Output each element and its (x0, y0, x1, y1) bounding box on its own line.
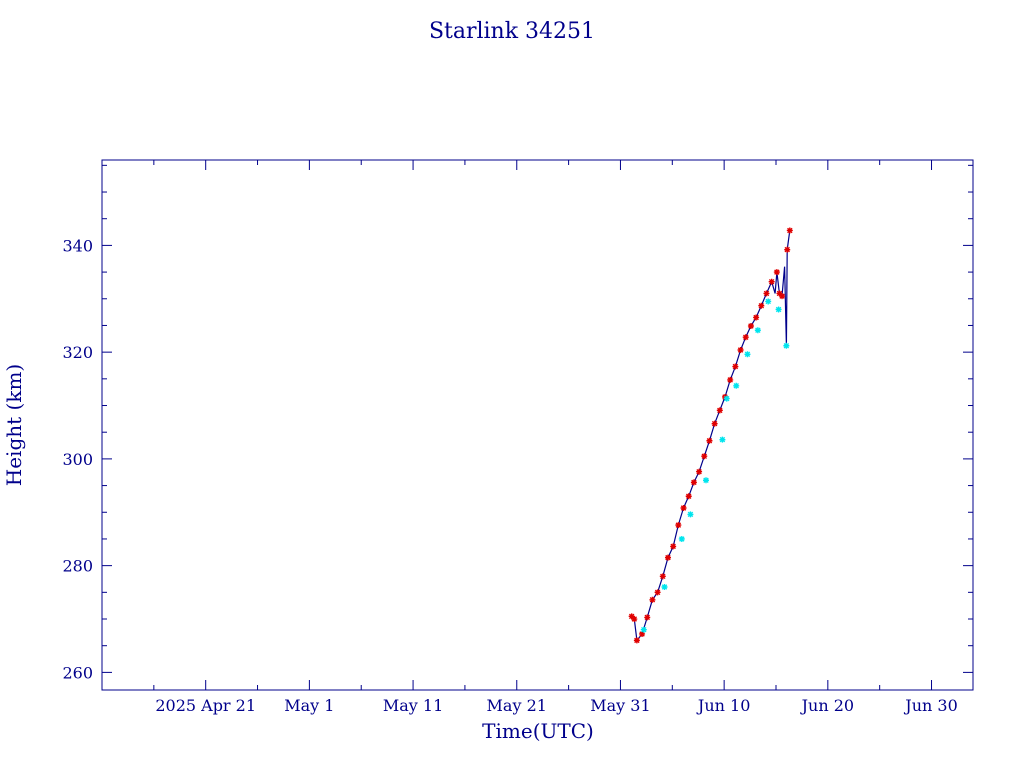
data-point (664, 554, 671, 561)
y-tick-label: 260 (62, 663, 93, 682)
data-point (639, 630, 646, 637)
x-tick-label: Jun 30 (903, 696, 957, 715)
data-point (732, 363, 739, 370)
data-point (723, 395, 730, 402)
data-point (680, 504, 687, 511)
markers-group (628, 227, 793, 644)
data-point (773, 269, 780, 276)
axis-ticks (101, 160, 973, 690)
data-point (675, 522, 682, 529)
data-point (649, 596, 656, 603)
data-point (783, 342, 790, 349)
x-tick-label: May 11 (383, 696, 443, 715)
data-point (644, 614, 651, 621)
y-tick-label: 320 (62, 343, 93, 362)
data-point (685, 493, 692, 500)
plot-frame (101, 159, 974, 691)
x-tick-label: May 1 (284, 696, 334, 715)
data-point (678, 535, 685, 542)
x-tick-label: May 21 (487, 696, 547, 715)
data-point (737, 347, 744, 354)
data-point (742, 334, 749, 341)
data-point (768, 278, 775, 285)
data-point (719, 436, 726, 443)
data-point (776, 290, 783, 297)
x-axis-label: Time(UTC) (482, 719, 594, 743)
data-point (786, 227, 793, 234)
x-tick-label: May 31 (590, 696, 650, 715)
y-tick-label: 300 (62, 450, 93, 469)
data-point (758, 302, 765, 309)
data-point (711, 420, 718, 427)
data-point (628, 613, 635, 620)
data-point (744, 351, 751, 358)
data-point (753, 314, 760, 321)
data-point (702, 477, 709, 484)
data-point (687, 511, 694, 518)
x-tick-label: 2025 Apr 21 (155, 696, 256, 715)
data-point (696, 468, 703, 475)
y-axis-label: Height (km) (2, 364, 26, 486)
data-point (754, 327, 761, 334)
y-tick-labels: 260 280 300 320 340 (62, 236, 93, 682)
data-point (727, 376, 734, 383)
data-point (775, 306, 782, 313)
y-tick-label: 280 (62, 557, 93, 576)
data-point (733, 382, 740, 389)
data-point (765, 298, 772, 305)
data-point (631, 616, 638, 623)
chart-title: Starlink 34251 (429, 19, 595, 44)
data-point (654, 589, 661, 596)
data-point (690, 479, 697, 486)
data-point (706, 437, 713, 444)
data-point (747, 322, 754, 329)
data-point (633, 637, 640, 644)
y-tick-label: 340 (62, 236, 93, 255)
x-tick-label: Jun 10 (696, 696, 750, 715)
data-point (640, 626, 647, 633)
x-tick-label: Jun 20 (800, 696, 854, 715)
data-point (661, 583, 668, 590)
data-point (659, 573, 666, 580)
data-point (670, 543, 677, 550)
data-point (716, 407, 723, 414)
data-point (779, 293, 786, 300)
data-point (701, 453, 708, 460)
data-point (763, 290, 770, 297)
x-tick-labels: 2025 Apr 21 May 1 May 11 May 21 May 31 Jun 10… (155, 696, 957, 715)
data-point (784, 246, 791, 253)
